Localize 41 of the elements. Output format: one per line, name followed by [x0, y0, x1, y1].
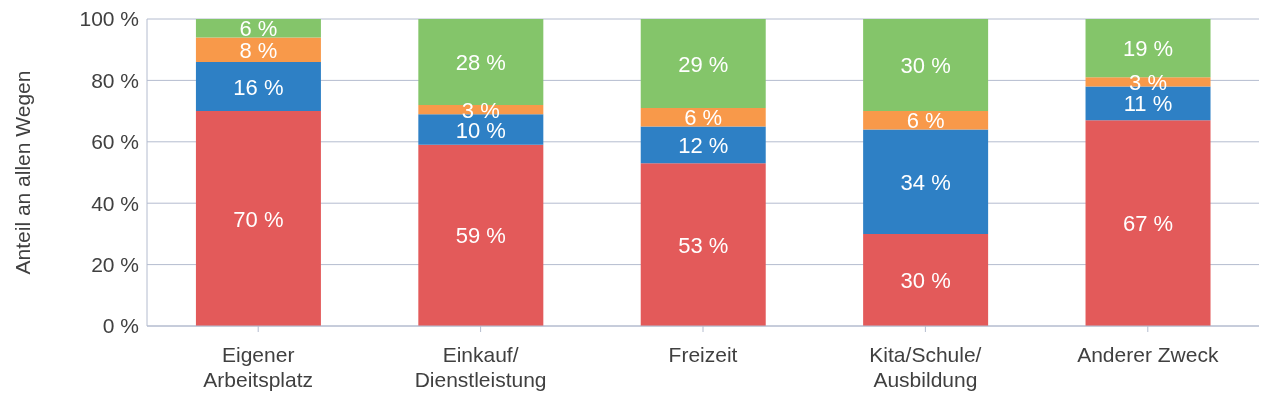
bar — [418, 19, 544, 105]
data-label: 53 % — [678, 232, 729, 258]
bar — [640, 19, 766, 109]
data-label: 16 % — [233, 74, 284, 100]
data-label: 70 % — [233, 206, 284, 232]
y-tick-label: 0 % — [102, 314, 139, 338]
data-label: 19 % — [1122, 36, 1174, 62]
y-tick-label: 80 % — [91, 68, 139, 92]
data-label: 28 % — [455, 49, 506, 75]
data-label: 10 % — [455, 117, 506, 143]
y-tick-label: 40 % — [91, 191, 139, 215]
bar — [863, 19, 989, 112]
data-label: 30 % — [900, 267, 951, 293]
y-tick-label: 60 % — [91, 130, 139, 154]
bar — [640, 126, 766, 164]
x-tick-label: Freizeit — [668, 343, 738, 366]
bar — [195, 37, 321, 62]
data-label: 12 % — [678, 132, 729, 158]
x-tick-label: Kita/Schule/Ausbildung — [869, 343, 982, 391]
data-label: 34 % — [900, 169, 951, 195]
y-tick-label: 100 % — [79, 7, 139, 31]
data-label: 6 % — [684, 105, 723, 131]
bar — [418, 144, 544, 326]
data-label: 30 % — [900, 53, 951, 79]
data-label: 29 % — [678, 51, 729, 77]
bar — [1085, 120, 1211, 326]
bar — [195, 61, 321, 112]
x-tick-label: Anderer Zweck — [1077, 343, 1219, 366]
bar — [863, 233, 989, 326]
bar — [195, 111, 321, 326]
bar — [640, 163, 766, 326]
data-label: 67 % — [1122, 211, 1174, 237]
x-tick-label: Einkauf/Dienstleistung — [414, 343, 547, 391]
bar — [863, 129, 989, 234]
bar — [863, 111, 989, 130]
data-label: 6 % — [906, 108, 945, 134]
y-tick-label: 20 % — [91, 253, 139, 277]
data-label: 59 % — [455, 223, 506, 249]
x-tick-label: Eigener Arbeitsplatz — [203, 343, 314, 391]
data-label: 11 % — [1123, 91, 1173, 117]
y-axis-title: Anteil an allen Wegen — [11, 70, 34, 275]
